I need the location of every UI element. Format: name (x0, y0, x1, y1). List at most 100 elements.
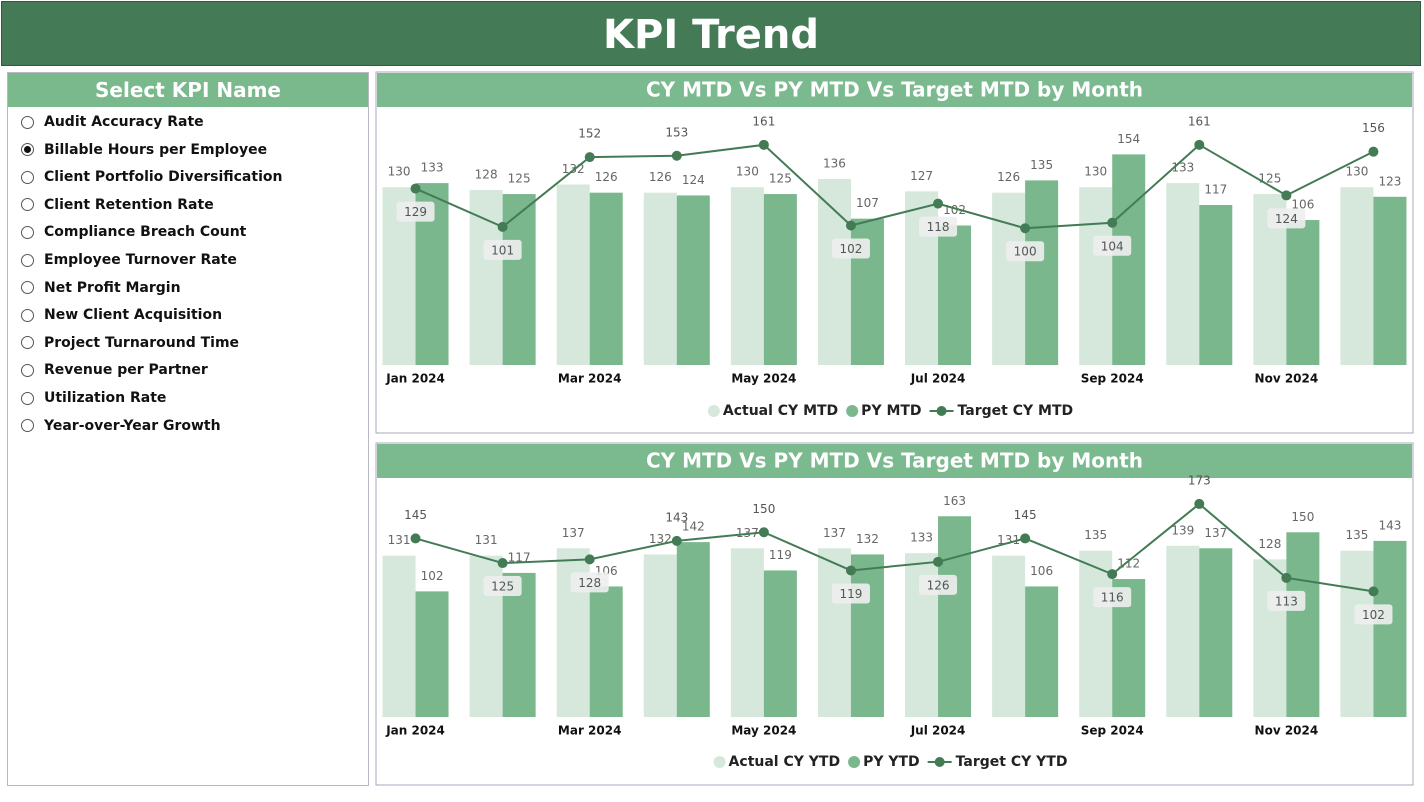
data-label: 106 (1291, 198, 1314, 212)
data-label: 154 (1117, 132, 1140, 146)
kpi-option[interactable]: Net Profit Margin (21, 278, 181, 298)
legend: Actual CY YTD PY YTD Target CY YTD (713, 754, 1067, 770)
line-point (1020, 533, 1031, 544)
radio-button[interactable] (21, 225, 34, 239)
data-label: 128 (475, 167, 498, 181)
data-label: 152 (578, 127, 601, 141)
option-label: Utilization Rate (44, 390, 167, 406)
kpi-option[interactable]: Project Turnaround Time (21, 333, 239, 353)
x-tick-label: Sep 2024 (1081, 372, 1144, 386)
radio-button[interactable] (21, 391, 34, 405)
bar (1199, 204, 1233, 365)
data-label: 150 (752, 502, 775, 516)
kpi-option[interactable]: Billable Hours per Employee (21, 140, 267, 160)
data-label: 153 (665, 125, 688, 139)
chart-title: CY MTD Vs PY MTD Vs Target MTD by Month (646, 78, 1143, 102)
line-point (845, 565, 856, 576)
line-point (1281, 572, 1292, 583)
data-label: 143 (1379, 518, 1402, 532)
label-box (1354, 604, 1393, 625)
data-label: 126 (595, 170, 618, 184)
kpi-option[interactable]: Employee Turnover Rate (21, 250, 237, 270)
radio-button[interactable] (21, 336, 34, 350)
radio-button[interactable] (21, 253, 34, 267)
radio-button[interactable] (21, 143, 34, 157)
x-tick-label: Nov 2024 (1255, 724, 1319, 738)
data-label: 104 (1101, 239, 1124, 253)
bar (1025, 586, 1059, 717)
kpi-option[interactable]: Client Retention Rate (21, 195, 214, 215)
radio-button[interactable] (21, 198, 34, 212)
x-tick-label: Mar 2024 (558, 724, 622, 738)
label-box (1093, 587, 1132, 608)
bar (589, 192, 623, 365)
slicer-title: Select KPI Name (8, 73, 368, 107)
bar (730, 548, 764, 717)
radio-button[interactable] (21, 363, 34, 377)
kpi-option[interactable]: Revenue per Partner (21, 360, 208, 380)
bar (676, 195, 710, 365)
line-point (1107, 217, 1118, 228)
label-box (396, 201, 435, 222)
line-point (1194, 139, 1205, 150)
label-box (483, 576, 522, 597)
data-label: 143 (665, 510, 688, 524)
legend-label: Target CY MTD (958, 403, 1074, 419)
chart-title-band (377, 444, 1412, 478)
data-label: 117 (1204, 182, 1227, 196)
bar (992, 555, 1026, 717)
data-label: 132 (856, 532, 879, 546)
kpi-option[interactable]: Year-over-Year Growth (21, 416, 221, 436)
label-box (831, 583, 870, 604)
data-label: 125 (508, 172, 531, 186)
data-label: 173 (1188, 473, 1211, 487)
radio-button[interactable] (21, 419, 34, 433)
data-label: 128 (578, 576, 601, 590)
data-label: 137 (736, 526, 759, 540)
bar (763, 194, 797, 365)
radio-button[interactable] (21, 281, 34, 295)
radio-button[interactable] (21, 170, 34, 184)
data-label: 133 (910, 531, 933, 545)
label-box (1093, 235, 1132, 256)
line-point (584, 152, 595, 163)
kpi-option[interactable]: New Client Acquisition (21, 305, 222, 325)
data-label: 125 (491, 580, 514, 594)
line-point (410, 183, 421, 194)
data-label: 163 (943, 494, 966, 508)
bar (938, 516, 972, 717)
bar (643, 192, 677, 365)
data-label: 119 (840, 587, 863, 601)
radio-button[interactable] (21, 115, 34, 129)
bar (643, 554, 677, 717)
data-label: 101 (491, 243, 514, 257)
data-label: 131 (475, 533, 498, 547)
line-point (671, 150, 682, 161)
data-label: 118 (927, 220, 950, 234)
label-box (1006, 241, 1045, 262)
x-tick-label: Jul 2024 (910, 372, 966, 386)
legend: Actual CY MTD PY MTD Target CY MTD (707, 403, 1074, 419)
data-label: 127 (910, 169, 933, 183)
kpi-option[interactable]: Utilization Rate (21, 388, 166, 408)
data-label: 133 (421, 161, 444, 175)
line-point (1020, 223, 1031, 234)
data-label: 131 (388, 533, 411, 547)
bar (1166, 183, 1200, 365)
data-label: 102 (1362, 608, 1385, 622)
data-label: 125 (769, 172, 792, 186)
x-tick-label: Sep 2024 (1081, 724, 1144, 738)
data-label: 106 (1030, 564, 1053, 578)
line-point (497, 558, 508, 569)
radio-button[interactable] (21, 308, 34, 322)
kpi-option[interactable]: Compliance Breach Count (21, 222, 246, 242)
label-box (831, 238, 870, 259)
bar (817, 548, 851, 717)
legend-marker (936, 406, 947, 416)
option-label: Project Turnaround Time (44, 334, 240, 351)
line-point (1107, 569, 1118, 580)
kpi-option[interactable]: Audit Accuracy Rate (21, 112, 204, 132)
kpi-option[interactable]: Client Portfolio Diversification (21, 167, 282, 187)
data-label: 126 (649, 170, 672, 184)
bar (415, 591, 449, 717)
